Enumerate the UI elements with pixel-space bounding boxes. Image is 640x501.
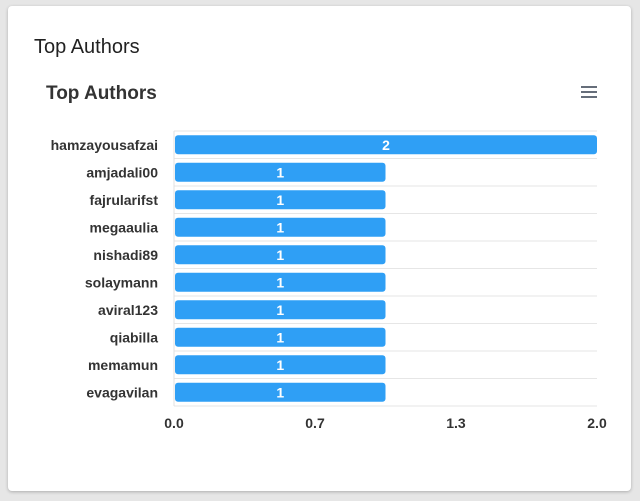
bar xyxy=(175,272,386,292)
data-label: 1 xyxy=(276,384,284,400)
data-label: 1 xyxy=(276,274,284,290)
category-label: solaymann xyxy=(85,274,158,290)
category-label: megaaulia xyxy=(90,219,159,235)
category-label: evagavilan xyxy=(86,384,158,400)
bar xyxy=(175,162,386,182)
data-label: 1 xyxy=(276,357,284,373)
category-label: aviral123 xyxy=(98,302,158,318)
chart-title: Top Authors xyxy=(46,83,157,104)
bar xyxy=(175,245,386,265)
category-label: hamzayousafzai xyxy=(51,137,158,153)
category-label: nishadi89 xyxy=(93,247,158,263)
bar xyxy=(175,327,386,347)
x-tick-label: 2.0 xyxy=(587,415,607,431)
bar xyxy=(175,355,386,375)
x-tick-label: 0.0 xyxy=(164,415,184,431)
category-label: amjadali00 xyxy=(86,164,158,180)
data-label: 1 xyxy=(276,329,284,345)
bar xyxy=(175,300,386,320)
data-label: 1 xyxy=(276,164,284,180)
category-label: memamun xyxy=(88,357,158,373)
data-label: 1 xyxy=(276,219,284,235)
card-title: Top Authors xyxy=(34,36,140,58)
bar xyxy=(175,190,386,210)
data-label: 1 xyxy=(276,247,284,263)
category-label: qiabilla xyxy=(110,329,158,345)
x-tick-label: 1.3 xyxy=(446,415,466,431)
category-label: fajrularifst xyxy=(90,192,159,208)
bar xyxy=(175,382,386,402)
bar xyxy=(175,217,386,237)
data-label: 1 xyxy=(276,302,284,318)
bar xyxy=(175,135,597,155)
data-label: 1 xyxy=(276,192,284,208)
x-tick-label: 0.7 xyxy=(305,415,325,431)
data-label: 2 xyxy=(382,137,390,153)
hamburger-menu-icon[interactable] xyxy=(579,84,599,100)
